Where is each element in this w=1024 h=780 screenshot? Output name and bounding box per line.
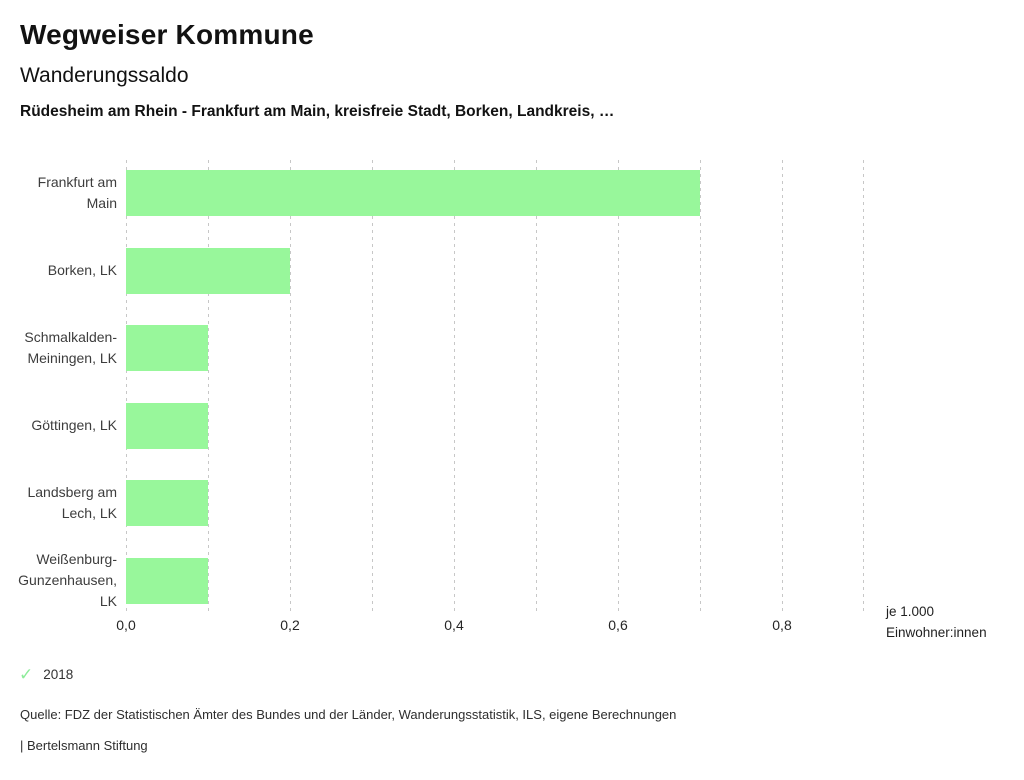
legend-item-2018[interactable]: ✓ 2018 [19,666,73,683]
gridline [618,160,619,611]
gridline [700,160,701,611]
category-axis-labels: Frankfurt am Main Borken, LK Schmalkalden- M… [0,160,117,611]
bar[interactable] [126,170,700,216]
category-label: Göttingen, LK [31,417,117,433]
category-label: Frankfurt am Main [37,174,117,211]
source-line: Quelle: FDZ der Statistischen Ämter des … [20,707,677,722]
chart-title: Wanderungssaldo [20,64,189,87]
app-title: Wegweiser Kommune [20,19,314,50]
bar[interactable] [126,557,208,604]
gridline [536,160,537,611]
chart-context-line: Rüdesheim am Rhein - Frankfurt am Main, … [20,103,615,120]
legend-year-label: 2018 [43,667,74,682]
category-label: Weißenburg- Gunzenhausen, LK [18,551,117,609]
category-label: Schmalkalden- Meiningen, LK [24,329,117,366]
x-axis-tick-labels: 0,0 0,2 0,4 0,6 0,8 [116,617,864,637]
gridline [372,160,373,611]
bar[interactable] [126,247,290,294]
plot-area [126,160,864,611]
gridline [782,160,783,611]
bar-chart: Frankfurt am Main Borken, LK Schmalkalden- M… [0,160,1024,640]
gridline [454,160,455,611]
checkmark-icon: ✓ [19,665,34,684]
gridline [126,160,127,611]
axis-unit-line-2: Einwohner:innen [886,625,987,640]
x-tick-label: 0,4 [444,617,464,633]
x-tick-label: 0,0 [116,617,136,633]
x-tick-label: 0,8 [772,617,792,633]
x-tick-label: 0,6 [608,617,628,633]
gridline [290,160,291,611]
gridline [208,160,209,611]
x-tick-label: 0,2 [280,617,300,633]
category-label: Borken, LK [47,262,117,278]
bar[interactable] [126,402,208,449]
axis-unit-label: je 1.000 Einwohner:innen [886,601,987,643]
gridline [863,160,864,611]
bar[interactable] [126,480,208,526]
category-label: Landsberg am Lech, LK [27,484,117,521]
axis-unit-line-1: je 1.000 [886,604,935,619]
branding-line: | Bertelsmann Stiftung [20,738,148,753]
bar[interactable] [126,325,208,371]
